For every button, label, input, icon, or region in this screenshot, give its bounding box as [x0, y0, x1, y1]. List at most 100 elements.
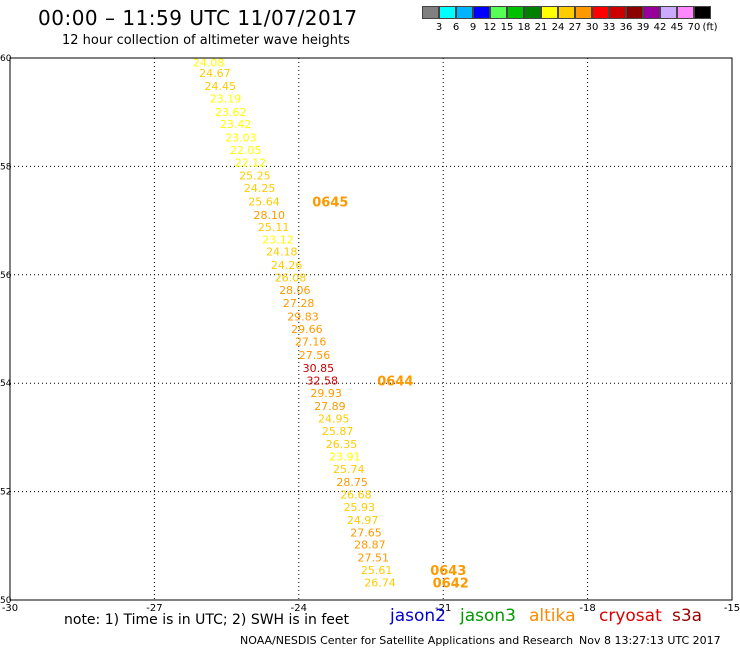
wave-height-value: 26.68 — [340, 488, 372, 501]
legend-swatch — [694, 6, 711, 19]
credit-text: NOAA/NESDIS Center for Satellite Applica… — [240, 634, 574, 647]
legend-label: 12 — [483, 22, 497, 33]
legend-label: 45 — [670, 22, 684, 33]
map-title: 00:00 – 11:59 UTC 11/07/2017 — [38, 6, 358, 30]
legend-swatch — [643, 6, 660, 19]
legend-label: 27 — [568, 22, 582, 33]
y-tick-label: 50 — [0, 596, 12, 606]
wave-height-value: 23.12 — [262, 234, 294, 247]
legend-swatch — [541, 6, 558, 19]
legend-color-bar — [422, 6, 711, 19]
legend-label: 18 — [517, 22, 531, 33]
legend-label: 3 — [435, 22, 443, 33]
wave-height-value: 26.35 — [326, 438, 358, 451]
wave-height-value: 27.65 — [350, 526, 382, 539]
legend-label: 33 — [602, 22, 616, 33]
legend-label: 9 — [469, 22, 477, 33]
wave-height-value: 24.26 — [271, 259, 303, 272]
wave-height-value: 24.45 — [204, 80, 236, 93]
legend-swatch — [473, 6, 490, 19]
wave-height-value: 27.28 — [283, 297, 315, 310]
wave-height-value: 23.19 — [210, 93, 242, 106]
satellite-label-cryosat: cryosat — [599, 606, 662, 626]
wave-height-value: 28.75 — [336, 476, 368, 489]
x-tick-label: -24 — [291, 603, 307, 614]
wave-height-value: 23.42 — [220, 118, 252, 131]
wave-height-value: 27.56 — [299, 349, 331, 362]
legend-swatch — [677, 6, 694, 19]
y-tick-label: 60 — [0, 54, 12, 64]
legend-label: 15 — [500, 22, 514, 33]
legend-labels: 3 6 9 12 15 18 21 24 27 30 33 36 39 42 45 70 (ft) — [422, 19, 718, 33]
wave-height-value: 25.93 — [344, 501, 376, 514]
wave-height-value: 25.64 — [248, 196, 280, 209]
legend-swatch — [422, 6, 439, 19]
wave-height-value: 24.08 — [193, 56, 225, 69]
legend-label: 24 — [551, 22, 565, 33]
wave-height-value: 23.62 — [215, 106, 247, 119]
track-time-label: 0643 — [430, 564, 466, 579]
legend-label: 42 — [653, 22, 667, 33]
wave-height-value: 24.97 — [347, 514, 379, 527]
legend-swatch — [490, 6, 507, 19]
legend-swatch — [660, 6, 677, 19]
generation-timestamp: Nov 8 13:27:13 UTC 2017 — [579, 634, 721, 647]
wave-height-value: 29.93 — [310, 387, 342, 400]
legend-swatch — [626, 6, 643, 19]
legend-label: 21 — [534, 22, 548, 33]
satellite-label-s3a: s3a — [672, 606, 703, 626]
satellite-label-jason2: jason2 — [390, 606, 446, 626]
wave-height-value: 26.08 — [275, 272, 307, 285]
wave-height-value: 25.74 — [333, 463, 365, 476]
note-text: note: 1) Time is in UTC; 2) SWH is in fe… — [64, 612, 350, 628]
wave-height-value: 28.06 — [279, 284, 311, 297]
legend-label: 70 — [687, 22, 701, 33]
satellite-label-jason3: jason3 — [460, 606, 516, 626]
wave-height-value: 27.89 — [314, 400, 346, 413]
wave-height-value: 27.51 — [358, 552, 390, 565]
wave-height-value: 28.10 — [254, 209, 286, 222]
wave-height-value: 25.25 — [239, 170, 271, 183]
legend-swatch — [575, 6, 592, 19]
wave-height-value: 27.16 — [295, 335, 327, 348]
wave-height-value: 29.83 — [287, 311, 319, 324]
wave-height-value: 32.58 — [307, 374, 339, 387]
legend-swatch — [439, 6, 456, 19]
wave-height-value: 22.05 — [230, 144, 262, 157]
legend-swatch — [524, 6, 541, 19]
wave-height-value: 25.11 — [258, 221, 290, 234]
color-legend: 3 6 9 12 15 18 21 24 27 30 33 36 39 42 45 70 (ft) — [422, 6, 718, 33]
x-tick-label: -18 — [579, 603, 595, 614]
legend-label: 36 — [619, 22, 633, 33]
x-tick-label: -15 — [724, 603, 740, 614]
legend-label: 30 — [585, 22, 599, 33]
y-tick-label: 52 — [0, 488, 11, 498]
y-tick-label: 58 — [0, 162, 12, 172]
legend-unit: (ft) — [702, 22, 718, 33]
wave-height-value: 25.87 — [322, 425, 354, 438]
wave-height-value: 24.18 — [266, 245, 298, 258]
legend-swatch — [507, 6, 524, 19]
map-subtitle: 12 hour collection of altimeter wave hei… — [62, 33, 350, 48]
wave-height-value: 26.74 — [364, 577, 396, 590]
wave-height-value: 24.25 — [244, 182, 275, 195]
track-time-label: 0645 — [312, 196, 348, 211]
wave-height-value: 24.95 — [318, 412, 350, 425]
y-tick-label: 54 — [0, 379, 12, 389]
wave-height-value: 25.61 — [361, 564, 393, 577]
wave-height-value: 30.85 — [303, 362, 335, 375]
y-tick-label: 56 — [0, 271, 12, 281]
satellite-label-altika: altika — [529, 606, 576, 626]
legend-swatch — [558, 6, 575, 19]
legend-label: 39 — [636, 22, 650, 33]
legend-swatch — [456, 6, 473, 19]
x-tick-label: -30 — [2, 603, 18, 614]
map-frame — [9, 57, 733, 601]
wave-height-value: 23.91 — [329, 450, 361, 463]
wave-height-value: 29.66 — [291, 323, 323, 336]
track-time-label: 0644 — [377, 374, 413, 389]
wave-height-value: 28.87 — [354, 539, 386, 552]
wave-height-value: 23.03 — [225, 132, 257, 145]
legend-label: 6 — [452, 22, 460, 33]
